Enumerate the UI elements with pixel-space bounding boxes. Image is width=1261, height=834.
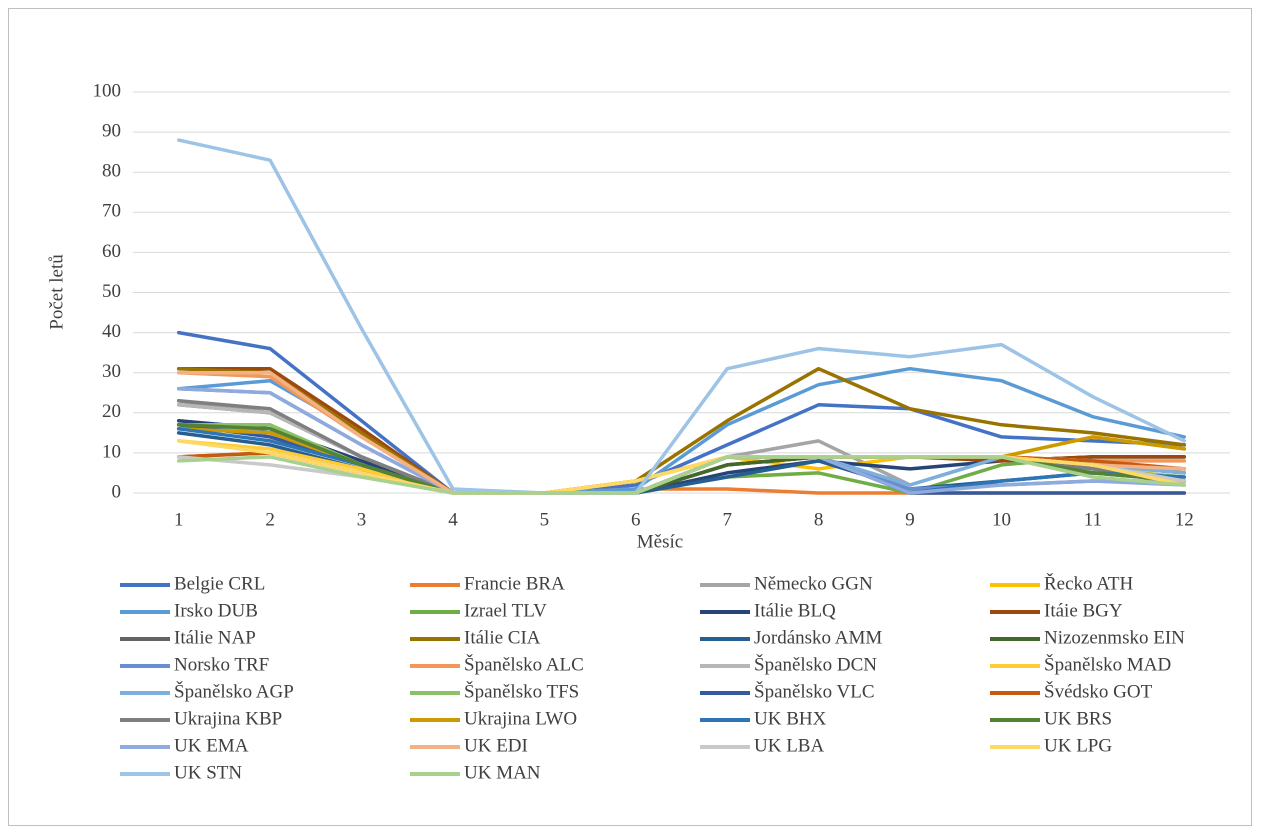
y-tick-label: 90 <box>102 120 121 141</box>
legend-label: Španělsko DCN <box>754 653 877 675</box>
x-tick-label: 11 <box>1084 509 1102 530</box>
legend-label: Španělsko MAD <box>1044 653 1171 675</box>
y-tick-label: 80 <box>102 161 121 182</box>
x-tick-label: 3 <box>357 509 367 530</box>
legend-label: UK MAN <box>464 762 541 783</box>
x-tick-label: 2 <box>265 509 275 530</box>
legend-label: UK LBA <box>754 735 824 756</box>
x-tick-label: 1 <box>174 509 184 530</box>
x-tick-label: 7 <box>722 509 732 530</box>
x-tick-label: 6 <box>631 509 641 530</box>
series-line <box>176 138 1187 495</box>
y-tick-label: 30 <box>102 361 121 382</box>
legend-label: UK EDI <box>464 735 528 756</box>
legend-label: Nizozenmsko EIN <box>1044 627 1185 648</box>
legend-label: Španělsko VLC <box>754 680 875 702</box>
legend-label: Itálie NAP <box>174 627 256 648</box>
legend-label: Španělsko AGP <box>174 680 294 702</box>
legend-label: Irsko DUB <box>174 600 258 621</box>
x-tick-label: 5 <box>540 509 550 530</box>
x-tick-label: 4 <box>448 509 458 530</box>
x-tick-label: 8 <box>814 509 824 530</box>
legend-label: Itálie BLQ <box>754 600 836 621</box>
y-tick-label: 70 <box>102 201 121 222</box>
y-axis-label: Počet letů <box>46 254 67 330</box>
y-tick-label: 50 <box>102 281 121 302</box>
legend-label: UK BHX <box>754 708 827 729</box>
legend-label: Itálie CIA <box>464 627 541 648</box>
legend-label: UK BRS <box>1044 708 1112 729</box>
legend-label: Francie BRA <box>464 573 565 594</box>
legend-label: Řecko ATH <box>1044 572 1133 594</box>
y-tick-label: 60 <box>102 241 121 262</box>
series-line <box>176 366 1187 495</box>
legend-label: Španělsko ALC <box>464 653 584 675</box>
y-tick-label: 10 <box>102 441 121 462</box>
x-tick-label: 12 <box>1175 509 1194 530</box>
legend-label: Jordánsko AMM <box>754 627 882 648</box>
x-tick-label: 9 <box>905 509 915 530</box>
legend-label: Izrael TLV <box>464 600 547 621</box>
legend-label: Španělsko TFS <box>464 680 579 702</box>
legend-label: Německo GGN <box>754 573 873 594</box>
chart-border <box>8 8 1252 826</box>
y-tick-label: 0 <box>112 481 122 502</box>
legend-label: Norsko TRF <box>174 654 269 675</box>
legend-label: Ukrajina LWO <box>464 708 577 729</box>
x-tick-label: 10 <box>992 509 1011 530</box>
y-tick-label: 20 <box>102 401 121 422</box>
series-line <box>176 330 1187 495</box>
legend-label: UK STN <box>174 762 242 783</box>
legend-label: UK LPG <box>1044 735 1112 756</box>
y-tick-label: 40 <box>102 321 121 342</box>
legend-label: Švédsko GOT <box>1044 680 1153 702</box>
series-line <box>176 439 1187 495</box>
x-axis-label: Měsíc <box>637 531 683 552</box>
legend-label: UK EMA <box>174 735 249 756</box>
legend-label: Ukrajina KBP <box>174 708 282 729</box>
series-line <box>176 455 1187 495</box>
y-tick-label: 100 <box>93 80 122 101</box>
legend-label: Belgie CRL <box>174 573 265 594</box>
legend-label: Itáie BGY <box>1044 600 1123 621</box>
